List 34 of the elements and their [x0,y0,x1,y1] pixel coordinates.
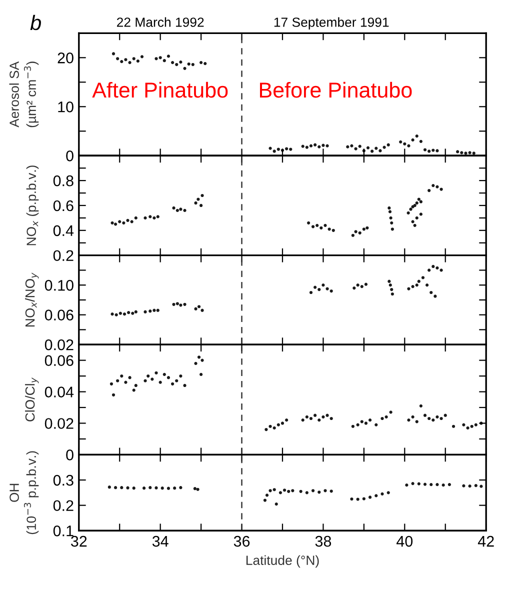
x-tick-label: 40 [396,536,413,547]
y-tick-label: 0.3 [53,474,74,486]
y-axis-title: NO$_{x}$/NO$_{y}$ [25,272,39,326]
x-tick-label: 42 [478,536,494,547]
x-tick-label: 38 [315,536,332,547]
y-tick-label: 0.06 [44,355,74,366]
y-tick-label: 0.04 [44,386,74,398]
annotation: Before Pinatubo [260,82,412,98]
text: 17 September 1991 [274,17,389,30]
y-tick-label: 0.2 [53,500,74,512]
x-axis-title: Latitude (°N) [246,555,319,568]
x-tick-label: 34 [152,536,168,547]
y-tick-label: 0.1 [53,526,74,536]
y-tick-label: 0.4 [53,225,74,236]
y-tick-label: 0.8 [53,175,74,186]
annotation: After Pinatubo [92,82,228,98]
y-tick-label: 20 [58,52,74,64]
y-tick-label: 0.6 [53,200,74,212]
y-axis-title: ClO/Cl$_{y}$ [25,378,39,422]
text: OH (10$^{−3}$ p.p.b.v.) [10,451,39,534]
text: 0.10 [44,280,74,291]
text: 22 March 1992 [116,17,204,27]
y-tick-label: 10 [58,102,74,112]
y-tick-label: 0.2 [53,250,74,262]
x-tick-label: 32 [70,536,87,547]
y-axis-title: NO$_{x}$ (p.p.b.v.) [26,166,39,246]
y-tick-label: 0.02 [44,339,74,350]
y-tick-label: 0.02 [44,418,74,429]
y-tick-label: 0.06 [44,310,74,320]
text: b [30,14,41,30]
y-tick-label: 0 [66,150,74,162]
y-axis-title: Aerosol SA (µm² cm$^{−3}$) [9,61,39,128]
x-tick-label: 36 [234,536,250,547]
y-tick-label: 0 [66,450,74,460]
